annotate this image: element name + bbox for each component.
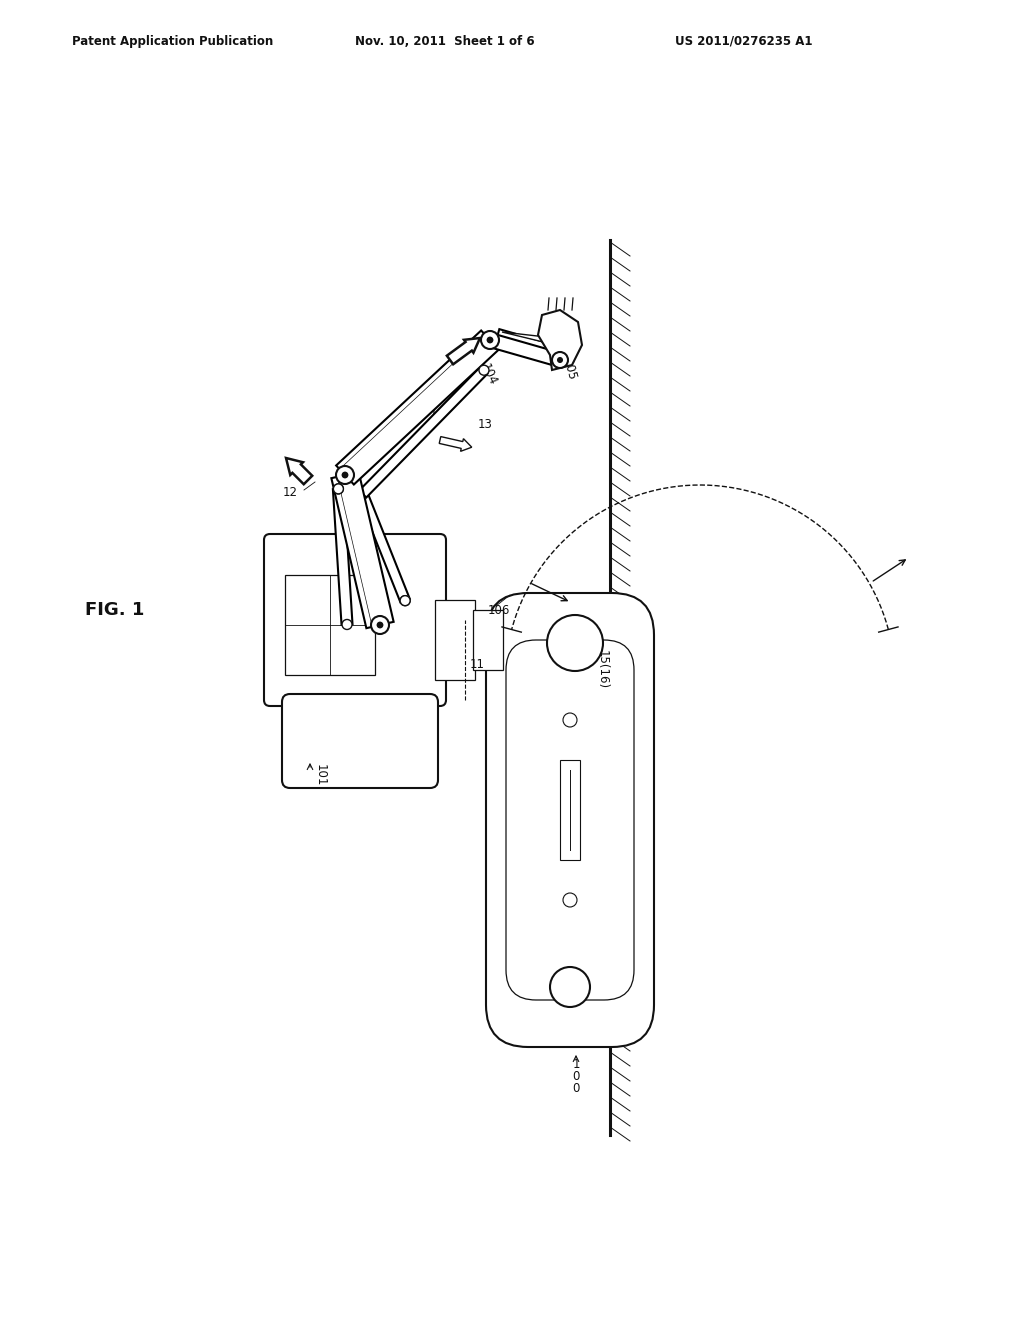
Circle shape — [334, 484, 343, 494]
Text: 14: 14 — [430, 408, 445, 421]
Polygon shape — [502, 333, 568, 348]
Circle shape — [479, 366, 489, 375]
FancyArrow shape — [439, 437, 472, 451]
Circle shape — [334, 484, 343, 494]
Text: 106: 106 — [488, 603, 510, 616]
FancyBboxPatch shape — [264, 535, 446, 706]
Text: FIG. 1: FIG. 1 — [85, 601, 144, 619]
Text: Patent Application Publication: Patent Application Publication — [72, 36, 273, 48]
Polygon shape — [358, 492, 410, 602]
Text: US 2011/0276235 A1: US 2011/0276235 A1 — [675, 36, 812, 48]
Bar — [435, 601, 475, 680]
Bar — [560, 760, 580, 861]
Polygon shape — [336, 330, 499, 484]
Circle shape — [563, 894, 577, 907]
Circle shape — [342, 471, 348, 478]
Text: 103: 103 — [361, 550, 379, 576]
Circle shape — [371, 616, 389, 634]
Circle shape — [552, 352, 568, 368]
Circle shape — [563, 833, 577, 847]
Circle shape — [563, 774, 577, 787]
Text: 0: 0 — [572, 1082, 580, 1096]
Circle shape — [557, 356, 563, 363]
Circle shape — [547, 615, 603, 671]
Circle shape — [336, 466, 354, 484]
Text: 12: 12 — [283, 486, 298, 499]
Circle shape — [563, 713, 577, 727]
Circle shape — [400, 595, 411, 606]
Polygon shape — [497, 329, 556, 352]
Text: 15(16): 15(16) — [596, 651, 608, 689]
Circle shape — [400, 595, 411, 606]
Text: 1: 1 — [572, 1059, 580, 1072]
Polygon shape — [286, 458, 312, 484]
FancyBboxPatch shape — [486, 593, 654, 1047]
FancyBboxPatch shape — [506, 640, 634, 1001]
Text: 105: 105 — [560, 358, 579, 383]
Bar — [285, 576, 375, 675]
Text: Nov. 10, 2011  Sheet 1 of 6: Nov. 10, 2011 Sheet 1 of 6 — [355, 36, 535, 48]
Circle shape — [550, 968, 590, 1007]
Polygon shape — [538, 310, 582, 370]
Polygon shape — [359, 367, 487, 498]
Text: 13: 13 — [478, 418, 493, 432]
Text: 104: 104 — [478, 362, 500, 388]
FancyBboxPatch shape — [282, 694, 438, 788]
Circle shape — [481, 331, 499, 348]
Text: 11: 11 — [470, 659, 485, 672]
Text: 102: 102 — [354, 545, 373, 569]
Circle shape — [342, 619, 352, 630]
Bar — [473, 610, 503, 671]
Polygon shape — [332, 471, 393, 628]
Polygon shape — [488, 333, 562, 367]
Circle shape — [486, 337, 494, 343]
Text: 0: 0 — [572, 1071, 580, 1084]
Text: 101: 101 — [313, 764, 327, 787]
Polygon shape — [333, 488, 352, 624]
Polygon shape — [446, 338, 480, 364]
Circle shape — [377, 622, 383, 628]
